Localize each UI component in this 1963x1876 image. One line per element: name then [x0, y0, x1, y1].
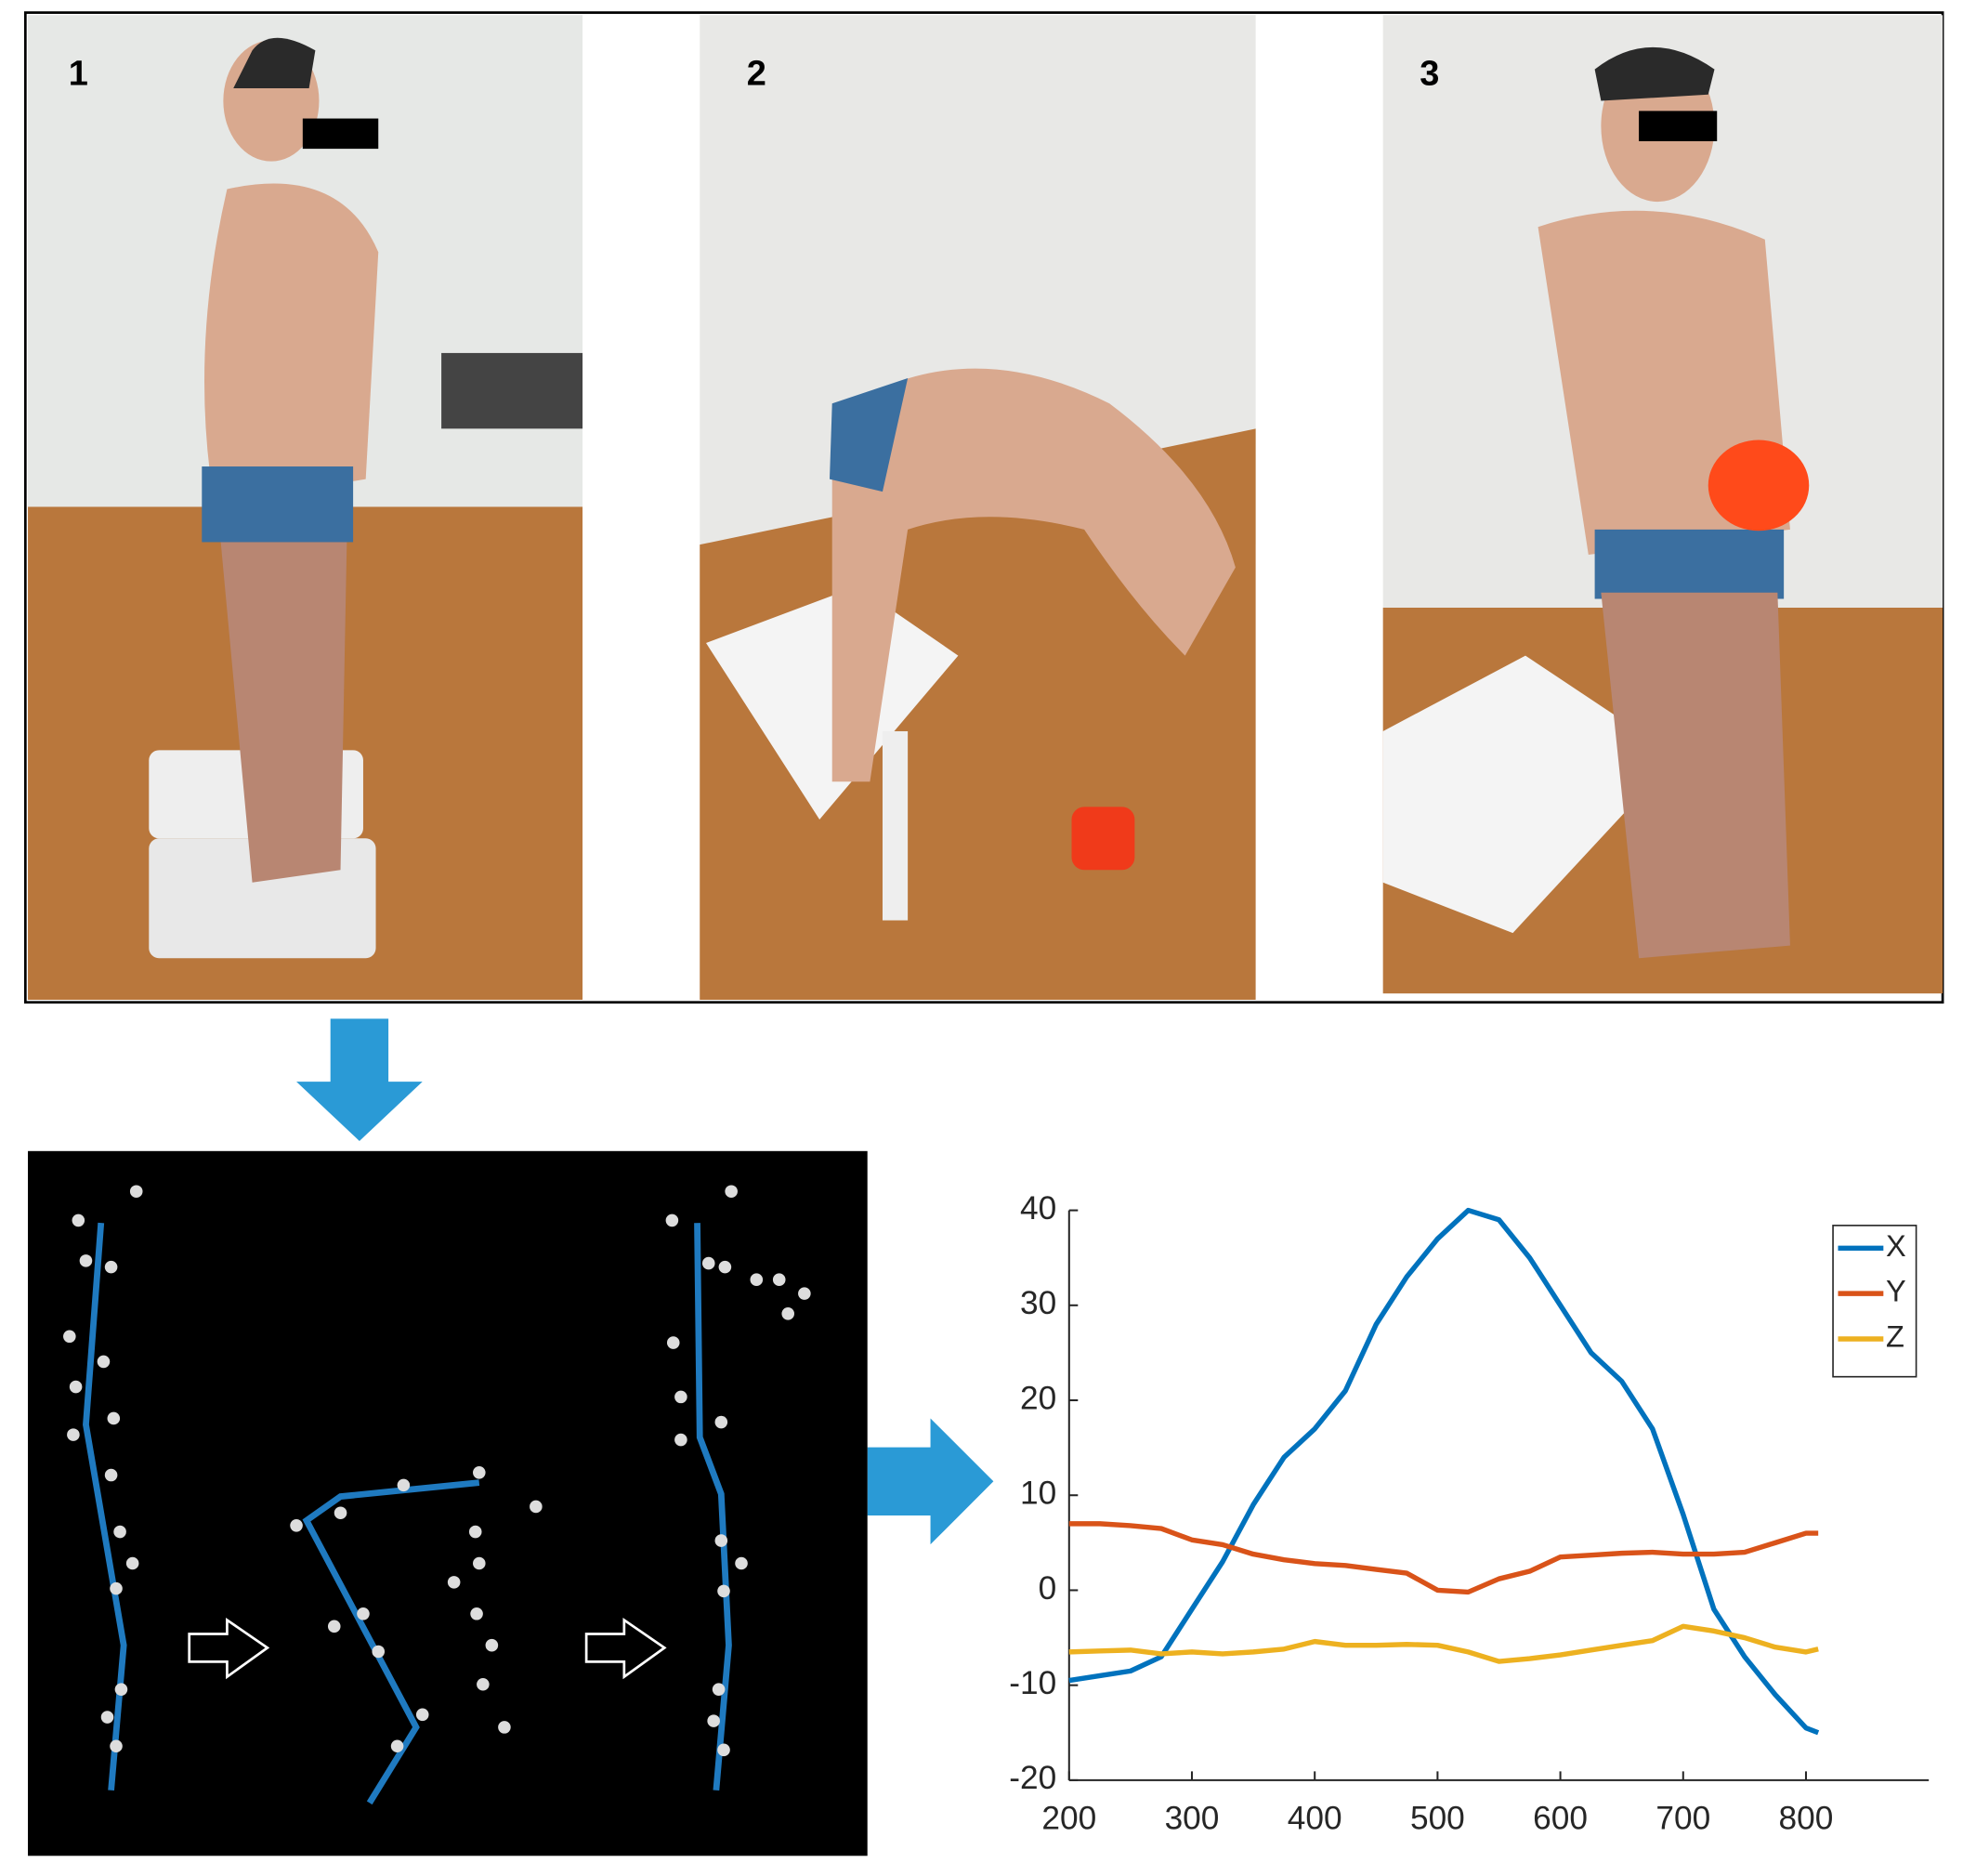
- y-tick-label: -20: [1009, 1760, 1056, 1796]
- photo-label: 3: [1420, 54, 1439, 93]
- y-tick-label: 30: [1020, 1285, 1056, 1321]
- x-tick-label: 600: [1533, 1801, 1588, 1837]
- photo-label: 1: [69, 54, 88, 93]
- photo-label: 2: [747, 54, 766, 93]
- flow-arrow: [867, 1418, 994, 1545]
- legend-label: X: [1886, 1229, 1906, 1263]
- line-chart: -20 -10 0 10 20 30 40 200 300 400 500 600 700 800 XYZ: [1009, 1190, 1930, 1837]
- y-tick-label: 20: [1020, 1380, 1056, 1416]
- x-tick-label: 700: [1655, 1801, 1710, 1837]
- photo: [1382, 15, 1943, 994]
- series-line: [1068, 1207, 1820, 1736]
- legend-label: Z: [1886, 1320, 1904, 1354]
- y-tick-label: 10: [1020, 1476, 1056, 1512]
- x-tick-label: 400: [1288, 1801, 1342, 1837]
- series-line: [1068, 1521, 1819, 1595]
- y-tick-label: 0: [1039, 1570, 1057, 1607]
- y-tick-label: 40: [1020, 1190, 1056, 1227]
- x-tick-label: 300: [1165, 1801, 1220, 1837]
- x-tick-label: 200: [1041, 1801, 1096, 1837]
- skeleton-panel: [28, 1150, 868, 1856]
- x-tick-label: 500: [1410, 1801, 1465, 1837]
- photo: [700, 15, 1256, 1000]
- legend-label: Y: [1886, 1275, 1906, 1308]
- flow-arrow: [296, 1018, 423, 1141]
- series-line: [1068, 1623, 1819, 1664]
- photo: [28, 15, 583, 1000]
- x-tick-label: 800: [1779, 1801, 1834, 1837]
- y-tick-label: -10: [1009, 1665, 1056, 1701]
